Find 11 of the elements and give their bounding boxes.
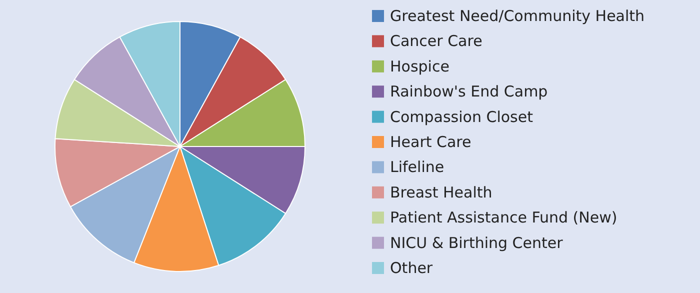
legend-label: Breast Health: [390, 183, 492, 202]
legend-label: Compassion Closet: [390, 108, 534, 126]
legend-label: NICU & Birthing Center: [390, 234, 564, 252]
legend-label: Rainbow's End Camp: [390, 82, 548, 101]
legend-label: Lifeline: [390, 158, 444, 176]
legend-label: Cancer Care: [390, 32, 482, 50]
legend-label: Patient Assistance Fund (New): [390, 208, 618, 227]
legend-label: Greatest Need/Community Health: [390, 7, 645, 25]
legend-label: Heart Care: [390, 133, 472, 151]
legend-label: Other: [390, 259, 434, 277]
legend-label: Hospice: [390, 57, 450, 76]
